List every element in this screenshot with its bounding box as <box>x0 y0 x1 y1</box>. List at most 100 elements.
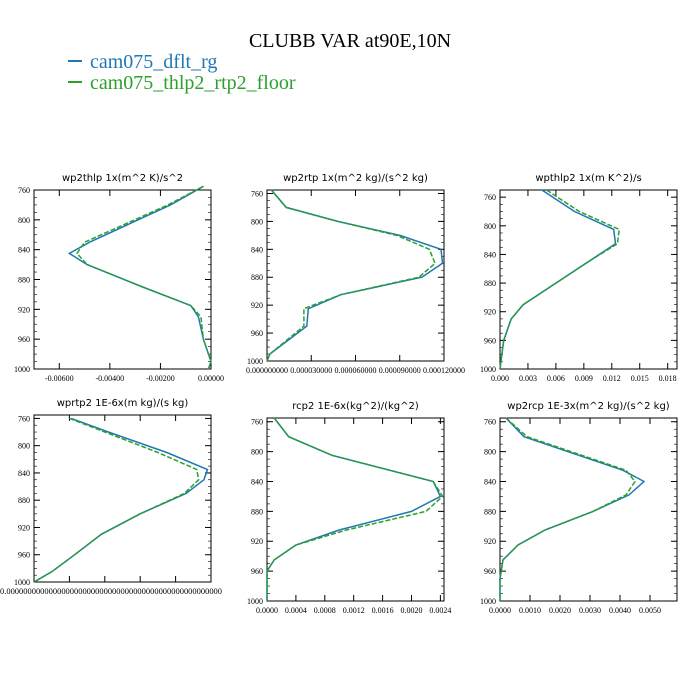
panel-0-xtick-label: -0.00400 <box>96 374 125 383</box>
panel-3-frame <box>33 414 212 583</box>
panel-4-ytick-label: 880 <box>251 507 263 516</box>
panel-5-ytick-label: 960 <box>484 567 496 576</box>
panel-0-ytick-label: 920 <box>18 305 30 314</box>
panel-4-ytick-label: 920 <box>251 537 263 546</box>
panel-0-ytick-label: 840 <box>18 246 30 255</box>
panel-2-ytick-label: 760 <box>484 193 496 202</box>
panel-5-ytick-label: 920 <box>484 537 496 546</box>
panel-0-series-1-line <box>76 185 212 370</box>
panel-4-ytick-label: 1000 <box>247 597 263 606</box>
panel-2-xtick-label: 0.009 <box>575 374 593 383</box>
panel-0-xtick-label: -0.00200 <box>146 374 175 383</box>
panel-5-xtick-label: 0.0040 <box>609 606 631 615</box>
panel-2-frame <box>499 189 678 370</box>
panel-3-ytick-label: 880 <box>18 496 30 505</box>
panel-3-ytick-label: 800 <box>18 442 30 451</box>
panel-2-ytick-label: 960 <box>484 336 496 345</box>
panel-5-ytick-label: 880 <box>484 507 496 516</box>
legend-swatch-dflt <box>68 60 82 63</box>
legend-entry-floor: cam075_thlp2_rtp2_floor <box>68 73 296 93</box>
panel-5-ytick-label: 1000 <box>480 597 496 606</box>
panel-3-ytick-label: 920 <box>18 523 30 532</box>
panel-4-title: rcp2 1E-6x(kg^2)/(kg^2) <box>292 401 419 412</box>
panel-0-xtick-label: 0.00000 <box>198 374 224 383</box>
panel-5-ytick-label: 760 <box>484 418 496 427</box>
panel-4-ytick-label: 800 <box>251 448 263 457</box>
panel-4-series-0-line <box>266 417 442 601</box>
panel-2-ytick-label: 800 <box>484 222 496 231</box>
panel-2-ytick-label: 840 <box>484 250 496 259</box>
panel-4-xtick-label: 0.0016 <box>372 606 394 615</box>
panel-2-series-1-line <box>499 189 621 370</box>
panel-5-xtick-label: 0.0030 <box>579 606 601 615</box>
panel-1-xtick-label: 0.000090000 <box>379 366 421 375</box>
panel-2-xtick-label: 0.018 <box>659 374 677 383</box>
panel-0-ytick-label: 800 <box>18 216 30 225</box>
panel-3-ytick-label: 960 <box>18 551 30 560</box>
legend-entry-dflt: cam075_dflt_rg <box>68 52 217 72</box>
panel-2-xtick-label: 0.003 <box>519 374 537 383</box>
panel-3-ytick-label: 1000 <box>14 578 30 587</box>
panel-5-ytick-label: 800 <box>484 448 496 457</box>
panel-2-xtick-label: 0.012 <box>603 374 621 383</box>
panel-0-ytick-label: 760 <box>18 186 30 195</box>
panel-1-ytick-label: 880 <box>251 273 263 282</box>
panel-1-ytick-label: 760 <box>251 189 263 198</box>
legend-label-floor: cam075_thlp2_rtp2_floor <box>90 72 296 94</box>
panel-4-xtick-label: 0.0020 <box>400 606 422 615</box>
panel-2-series-0-line <box>499 189 617 370</box>
panel-4-ytick-label: 840 <box>251 477 263 486</box>
panel-4-xtick-label: 0.0004 <box>285 606 307 615</box>
panel-2-ytick-label: 880 <box>484 279 496 288</box>
panel-4-xtick-label: 0.0008 <box>314 606 336 615</box>
panel-4-ytick-label: 960 <box>251 567 263 576</box>
panel-5-frame <box>499 417 678 602</box>
panel-4-ytick-label: 760 <box>251 418 263 427</box>
panel-3-series-0-line <box>33 417 209 583</box>
panel-5-ytick-label: 840 <box>484 477 496 486</box>
panel-1-ytick-label: 840 <box>251 245 263 254</box>
panel-1-xtick-label: 0.000030000 <box>290 366 332 375</box>
panel-1-xtick-label: 0.000000000 <box>246 366 288 375</box>
panel-3-ytick-label: 760 <box>18 414 30 423</box>
panel-5-xtick-label: 0.0020 <box>549 606 571 615</box>
panel-0-title: wp2thlp 1x(m^2 K)/s^2 <box>62 173 183 184</box>
panel-3-ytick-label: 840 <box>18 469 30 478</box>
panel-5-xtick-label: 0.0050 <box>639 606 661 615</box>
panel-0-xtick-label: -0.00600 <box>45 374 74 383</box>
legend-swatch-floor <box>68 81 82 84</box>
panel-4-series-1-line <box>266 417 444 601</box>
panel-5-xtick-label: 0.0010 <box>519 606 541 615</box>
panel-5-title: wp2rcp 1E-3x(m^2 kg)/(s^2 kg) <box>507 401 670 412</box>
panel-1-xtick-label: 0.000060000 <box>335 366 377 375</box>
panel-1-series-1-line <box>266 189 437 362</box>
panel-2-xtick-label: 0.015 <box>631 374 649 383</box>
panel-0-ytick-label: 960 <box>18 335 30 344</box>
panel-0-ytick-label: 880 <box>18 276 30 285</box>
panel-4-xtick-label: 0.0012 <box>343 606 365 615</box>
legend-label-dflt: cam075_dflt_rg <box>90 51 218 73</box>
panel-1-xtick-label: 0.000120000 <box>423 366 465 375</box>
panel-5-series-1-line <box>499 417 636 601</box>
panel-5-series-0-line <box>499 417 646 601</box>
panel-1-ytick-label: 920 <box>251 301 263 310</box>
panel-3-title: wprtp2 1E-6x(m kg)/(s kg) <box>57 398 189 409</box>
panel-4-xtick-label: 0.0000 <box>256 606 278 615</box>
panel-2-xtick-label: 0.006 <box>547 374 565 383</box>
panel-0-ytick-label: 1000 <box>14 365 30 374</box>
panel-2-xtick-label: 0.000 <box>491 374 509 383</box>
panel-1-ytick-label: 960 <box>251 329 263 338</box>
panel-2-ytick-label: 1000 <box>480 365 496 374</box>
panel-2-ytick-label: 920 <box>484 308 496 317</box>
panel-1-title: wp2rtp 1x(m^2 kg)/(s^2 kg) <box>283 173 428 184</box>
panel-2-title: wpthlp2 1x(m K^2)/s <box>535 173 641 184</box>
panel-1-ytick-label: 800 <box>251 217 263 226</box>
panel-0-series-0-line <box>67 185 212 370</box>
panel-4-frame <box>266 417 445 602</box>
panel-4-xtick-label: 0.0024 <box>429 606 451 615</box>
panel-1-ytick-label: 1000 <box>247 357 263 366</box>
panel-3-series-1-line <box>33 417 200 583</box>
panel-5-xtick-label: 0.0000 <box>489 606 511 615</box>
chart-title: CLUBB VAR at90E,10N <box>248 30 452 52</box>
